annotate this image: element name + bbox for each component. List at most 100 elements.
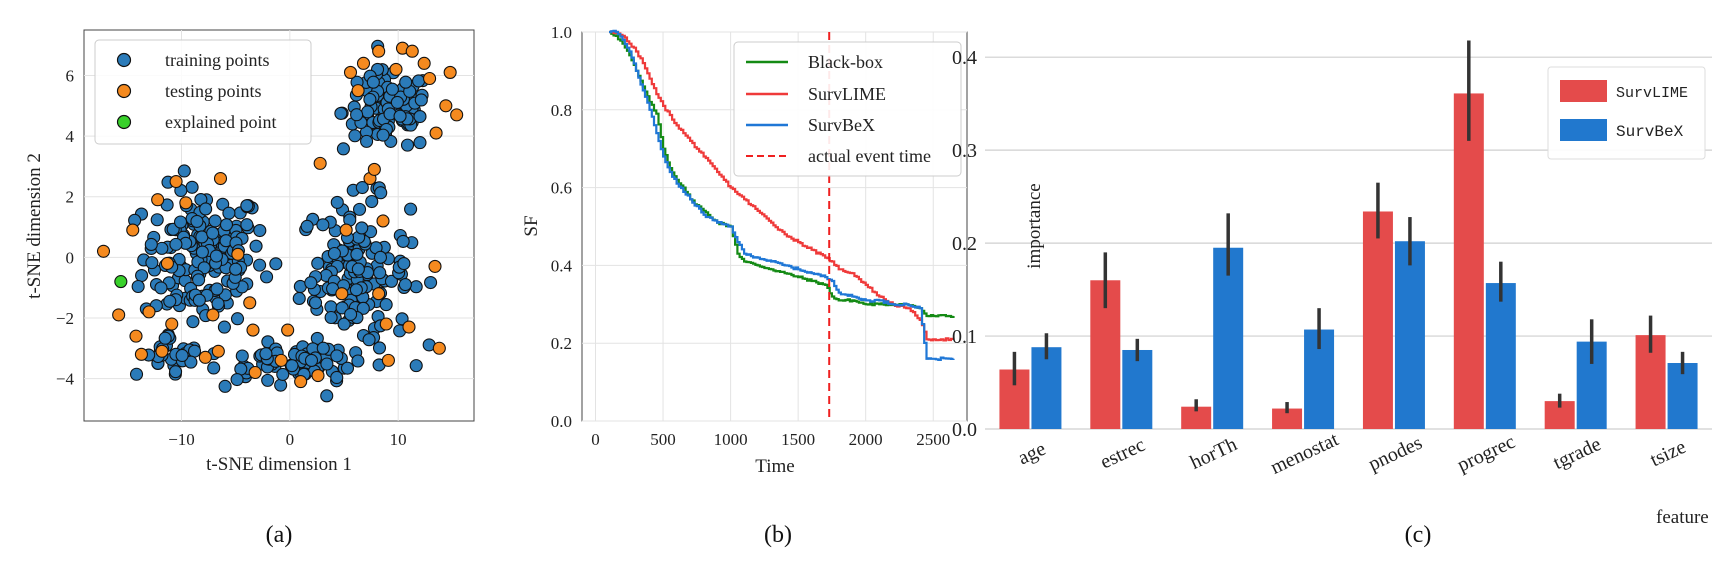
legend-explained-marker — [116, 114, 132, 130]
training-point — [409, 359, 423, 373]
legend-survbex-label: SurvBeX — [808, 115, 875, 135]
panel-b-xtick-label: 500 — [650, 430, 676, 449]
training-point — [177, 164, 191, 178]
testing-point — [339, 223, 353, 237]
bar-survbex-progrec — [1485, 283, 1516, 429]
testing-point — [335, 287, 349, 301]
training-point — [186, 315, 200, 329]
training-point — [217, 320, 231, 334]
testing-point — [381, 353, 395, 367]
training-point — [240, 218, 254, 232]
training-point — [190, 214, 204, 228]
training-point — [145, 256, 159, 270]
panel-c-xtick-label: horTh — [1187, 433, 1241, 474]
training-point — [390, 95, 404, 109]
training-point — [350, 108, 364, 122]
training-point — [207, 361, 221, 375]
training-point — [311, 256, 325, 270]
bar-survbex-horth — [1213, 247, 1244, 429]
testing-point — [112, 308, 126, 322]
training-point — [253, 258, 267, 272]
training-point — [393, 109, 407, 123]
panel-b-ytick-label: 0.4 — [551, 256, 573, 275]
training-point — [384, 274, 399, 288]
sf-line-survbex — [609, 29, 955, 361]
training-point — [372, 341, 387, 355]
testing-point — [428, 259, 442, 273]
training-point — [276, 367, 290, 381]
training-point — [351, 262, 365, 276]
panel-b-ytick-label: 0.2 — [551, 334, 572, 353]
training-point — [253, 223, 267, 238]
panel-b-xtick-label: 2500 — [916, 430, 950, 449]
testing-point — [402, 320, 416, 334]
testing-point — [432, 341, 446, 355]
bar-survbex-age — [1031, 347, 1062, 429]
training-point — [399, 75, 413, 89]
testing-point — [96, 244, 111, 258]
training-point — [324, 310, 338, 325]
training-point — [397, 256, 411, 271]
testing-point — [281, 323, 295, 337]
panel-b-ticks: 0 500 1000 1500 2000 2500 0.0 0.2 0.4 0.6 0.8 1.0 — [551, 23, 950, 449]
training-point — [327, 246, 341, 261]
panel-a-ytick-label: −4 — [56, 370, 75, 389]
training-point — [413, 110, 427, 124]
legend-training-label: training points — [165, 50, 270, 70]
testing-point — [274, 353, 288, 367]
panel-a-ytick-label: −2 — [56, 309, 74, 328]
training-point — [340, 361, 355, 375]
training-point — [240, 199, 254, 213]
training-point — [230, 312, 245, 326]
panel-a-ytick-label: 0 — [66, 248, 75, 267]
training-point — [424, 275, 438, 290]
panel-b-survival-functions: 0 500 1000 1500 2000 2500 0.0 0.2 0.4 0.6 0.8 1.0 T… — [521, 23, 968, 548]
panel-c-ytick-label: 0.4 — [952, 47, 977, 69]
training-point — [304, 353, 319, 368]
training-point — [373, 250, 388, 264]
training-point — [274, 378, 288, 392]
legend-survlime-label: SurvLIME — [808, 84, 886, 104]
training-point — [292, 291, 306, 306]
legend-c-survlime-label: SurvLIME — [1616, 85, 1688, 102]
panel-c-ytick-label: 0.1 — [952, 326, 977, 348]
panel-b-legend: Black-box SurvLIME SurvBeX actual event … — [733, 41, 962, 177]
training-point — [349, 283, 363, 297]
panel-a-xlabel: t-SNE dimension 1 — [206, 454, 352, 475]
testing-point — [439, 99, 453, 113]
panel-a-ytick-label: 4 — [66, 127, 75, 146]
panel-b-caption: (b) — [764, 522, 792, 548]
training-point — [361, 105, 375, 119]
bar-survbex-estrec — [1122, 349, 1153, 429]
testing-point — [450, 108, 464, 122]
panel-c-feature-importance: 0.0 0.1 0.2 0.3 0.4 age estrec horTh menostat pno… — [952, 40, 1712, 548]
panel-c-ytick-label: 0.3 — [952, 140, 977, 162]
panel-a-xtick-label: 0 — [286, 430, 295, 449]
legend-blackbox-label: Black-box — [808, 52, 883, 72]
training-point — [192, 273, 206, 287]
training-point — [316, 218, 330, 232]
training-point — [169, 237, 183, 251]
testing-point — [211, 344, 225, 358]
testing-point — [206, 308, 220, 322]
testing-point — [129, 329, 143, 343]
panel-c-ylabel: importance — [1024, 183, 1045, 268]
panel-b-xlabel: Time — [755, 456, 794, 477]
training-point — [336, 142, 350, 156]
training-point — [235, 349, 249, 363]
panel-c-caption: (c) — [1405, 522, 1432, 548]
panel-a-ytick-label: 6 — [66, 66, 75, 85]
training-point — [260, 270, 274, 284]
training-point — [185, 180, 199, 194]
training-point — [360, 134, 374, 148]
testing-point — [294, 375, 308, 389]
panel-b-ytick-label: 1.0 — [551, 23, 572, 42]
training-point — [211, 297, 225, 311]
testing-point — [417, 56, 431, 70]
training-point — [356, 301, 370, 315]
training-point — [173, 215, 188, 229]
training-point — [362, 333, 376, 347]
panel-a-caption: (a) — [266, 522, 293, 548]
testing-point — [311, 368, 325, 383]
